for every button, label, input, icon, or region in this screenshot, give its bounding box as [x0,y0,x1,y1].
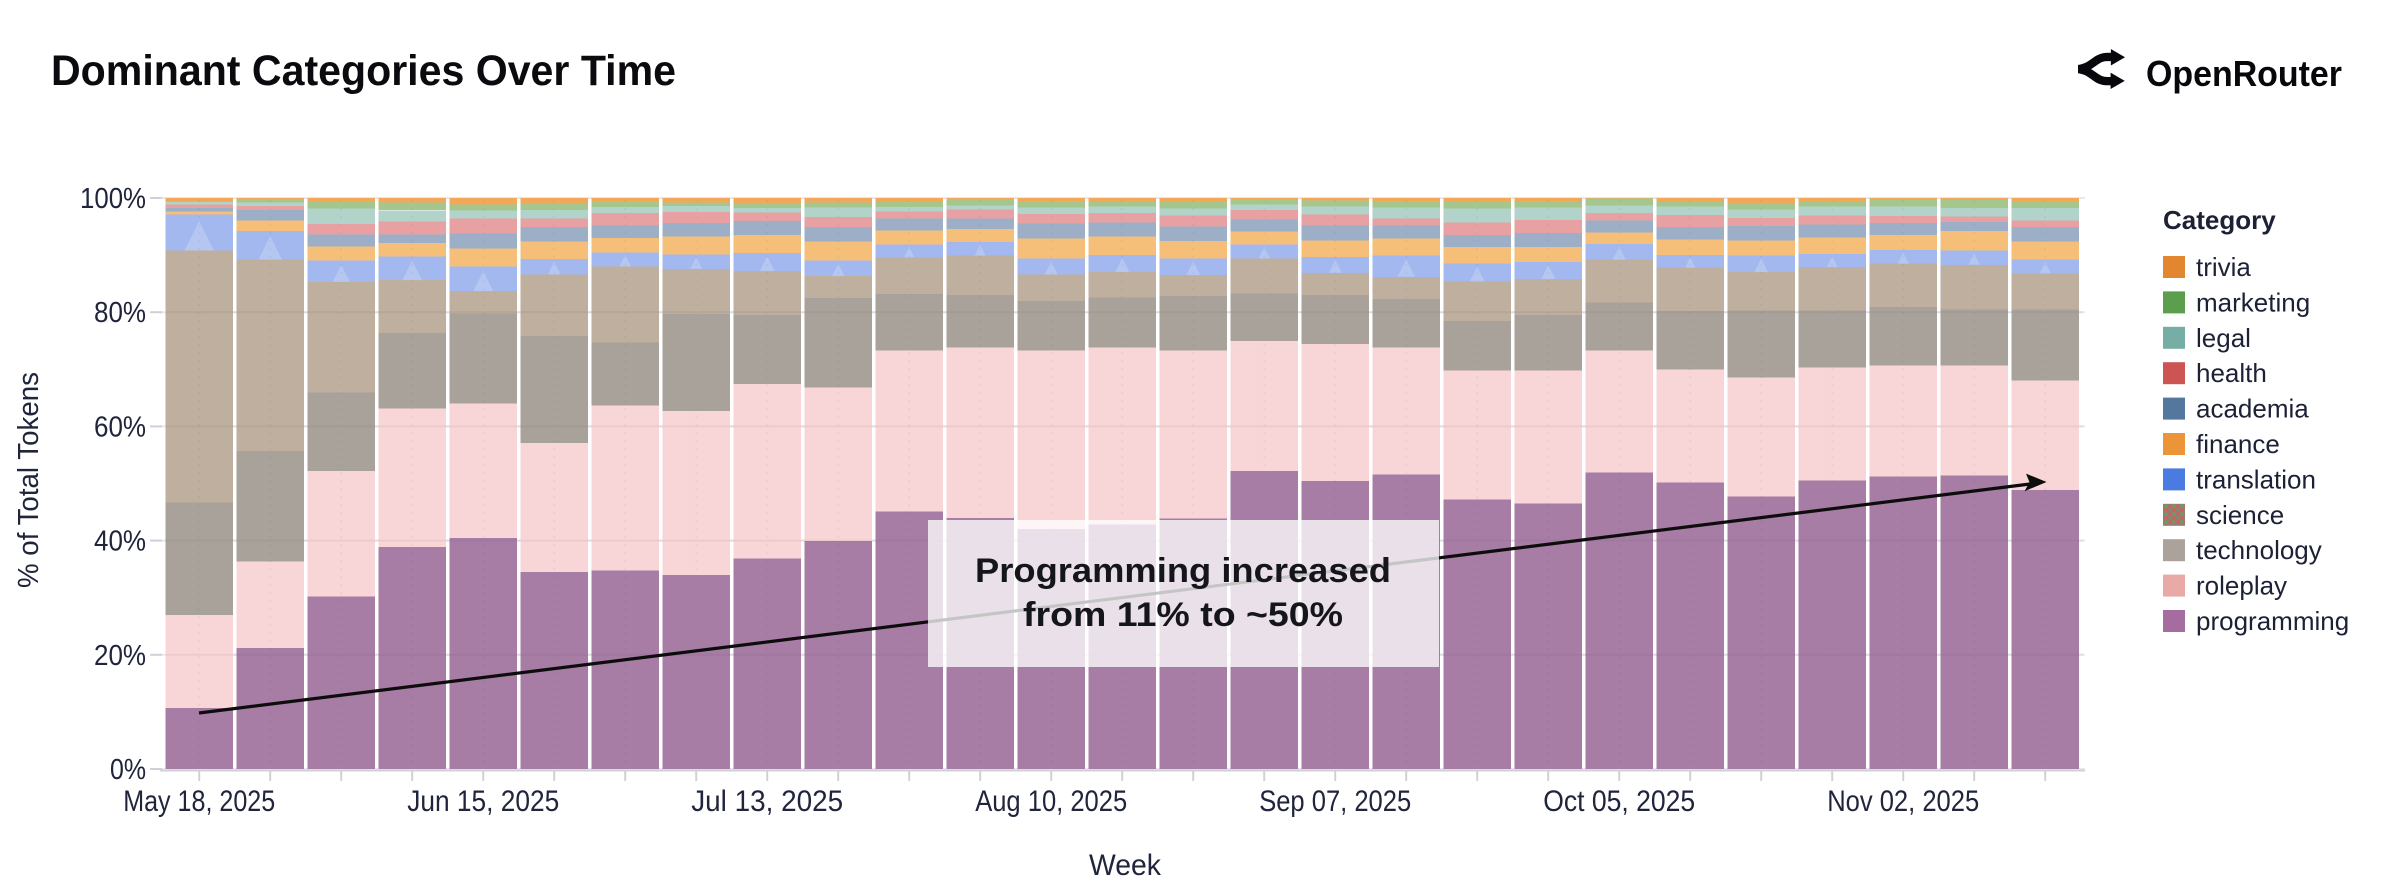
svg-text:Aug 10, 2025: Aug 10, 2025 [975,785,1127,818]
svg-text:marketing: marketing [2196,287,2310,317]
svg-text:Category: Category [2163,205,2276,235]
svg-text:from 11% to ~50%: from 11% to ~50% [1023,596,1343,634]
svg-text:legal: legal [2196,323,2251,353]
svg-text:Oct 05, 2025: Oct 05, 2025 [1543,785,1695,818]
svg-text:Programming increased: Programming increased [975,552,1391,590]
svg-text:100%: 100% [80,183,146,215]
svg-text:Week: Week [1089,849,1162,882]
svg-text:science: science [2196,500,2284,530]
svg-text:translation: translation [2196,464,2316,494]
svg-text:health: health [2196,358,2267,388]
svg-text:May 18, 2025: May 18, 2025 [123,785,275,818]
svg-text:60%: 60% [94,411,146,443]
svg-text:Jun 15, 2025: Jun 15, 2025 [407,785,559,818]
svg-text:OpenRouter: OpenRouter [2146,53,2342,94]
svg-text:40%: 40% [94,526,146,558]
svg-text:programming: programming [2196,606,2349,636]
svg-text:Jul 13, 2025: Jul 13, 2025 [691,785,843,818]
svg-text:0%: 0% [110,754,146,786]
svg-text:80%: 80% [94,297,146,329]
svg-text:trivia: trivia [2196,252,2251,282]
svg-text:Nov 02, 2025: Nov 02, 2025 [1827,785,1979,818]
svg-text:20%: 20% [94,640,146,672]
svg-text:% of Total Tokens: % of Total Tokens [13,372,45,588]
svg-text:roleplay: roleplay [2196,571,2287,601]
svg-text:Dominant Categories Over Time: Dominant Categories Over Time [51,47,676,95]
svg-text:technology: technology [2196,535,2322,565]
svg-text:finance: finance [2196,429,2280,459]
svg-text:academia: academia [2196,394,2309,424]
svg-text:Sep 07, 2025: Sep 07, 2025 [1259,785,1411,818]
